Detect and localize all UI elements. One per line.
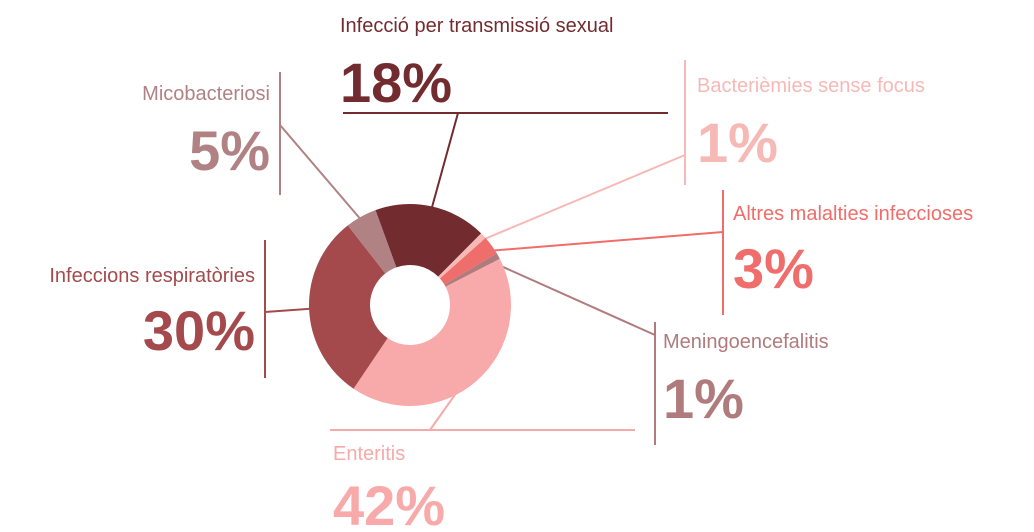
- slice-percent: 3%: [733, 237, 814, 300]
- slice-percent: 1%: [697, 111, 778, 174]
- donut-slice: [353, 258, 511, 407]
- leader-line: [483, 231, 724, 253]
- leader-line: [429, 372, 472, 431]
- slice-name: Altres malalties infeccioses: [733, 203, 973, 225]
- slice-percent: 30%: [143, 299, 255, 362]
- slice-name: Micobacteriosi: [142, 83, 270, 105]
- donut-slice: [439, 237, 497, 285]
- slice-percent: 42%: [333, 474, 445, 532]
- leader-line: [428, 112, 459, 217]
- slice-name: Enteritis: [333, 443, 405, 465]
- leader-line: [489, 260, 656, 336]
- slice-name: Bacterièmies sense focus: [697, 75, 925, 97]
- donut-slice: [438, 233, 486, 279]
- leader-line: [264, 307, 320, 313]
- donut-slice: [375, 204, 482, 277]
- slice-name: Infecció per transmissió sexual: [340, 15, 613, 37]
- leader-line: [279, 124, 367, 227]
- leader-line: [475, 154, 686, 244]
- donut-slice: [444, 253, 500, 287]
- slice-percent: 1%: [663, 367, 744, 430]
- slice-name: Infeccions respiratòries: [49, 265, 255, 287]
- donut-slice: [347, 210, 397, 274]
- donut-slice: [308, 225, 388, 389]
- slice-name: Meningoencefalitis: [663, 331, 829, 353]
- slice-percent: 5%: [189, 119, 270, 182]
- slice-percent: 18%: [340, 51, 452, 114]
